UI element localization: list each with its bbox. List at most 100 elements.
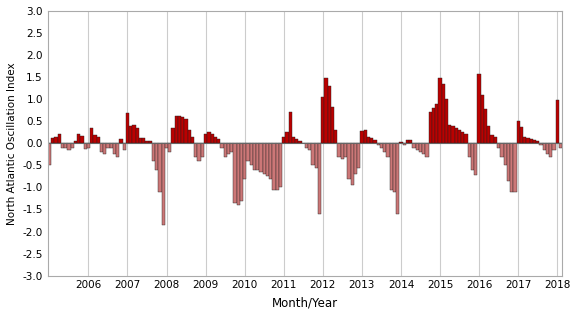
Bar <box>172 128 175 143</box>
Bar <box>201 143 204 156</box>
Bar <box>149 141 152 143</box>
Bar <box>468 143 471 156</box>
Bar <box>87 143 90 148</box>
Bar <box>445 99 448 143</box>
Bar <box>471 143 474 170</box>
Bar <box>152 143 155 161</box>
Bar <box>282 137 286 143</box>
Bar <box>373 140 376 143</box>
Bar <box>250 143 253 165</box>
Bar <box>527 138 529 143</box>
Bar <box>288 112 292 143</box>
Bar <box>435 104 438 143</box>
Bar <box>269 143 272 179</box>
Bar <box>465 135 468 143</box>
Bar <box>549 143 553 156</box>
Bar <box>97 137 100 143</box>
Bar <box>338 143 341 156</box>
Bar <box>204 134 208 143</box>
Bar <box>494 137 497 143</box>
Bar <box>74 141 77 143</box>
Bar <box>298 141 302 143</box>
Bar <box>227 143 230 154</box>
Bar <box>357 143 360 167</box>
Bar <box>409 140 412 143</box>
Bar <box>139 138 142 143</box>
Bar <box>266 143 269 176</box>
Bar <box>432 108 435 143</box>
Bar <box>142 138 146 143</box>
Bar <box>181 117 184 143</box>
Bar <box>425 143 429 156</box>
Bar <box>396 143 399 214</box>
Bar <box>308 143 312 150</box>
Bar <box>71 143 74 148</box>
Bar <box>77 135 80 143</box>
Bar <box>126 113 129 143</box>
Bar <box>129 126 132 143</box>
Bar <box>455 128 458 143</box>
Bar <box>474 143 477 175</box>
Bar <box>256 143 260 170</box>
Bar <box>175 116 178 143</box>
Bar <box>334 130 338 143</box>
Bar <box>230 143 234 152</box>
Bar <box>393 143 396 192</box>
Bar <box>188 130 191 143</box>
Bar <box>451 126 455 143</box>
Bar <box>64 143 67 148</box>
Bar <box>220 143 224 148</box>
Bar <box>146 141 149 143</box>
Bar <box>477 74 481 143</box>
Bar <box>536 141 539 143</box>
Bar <box>246 143 250 161</box>
Bar <box>364 130 367 143</box>
Bar <box>503 143 507 165</box>
Bar <box>184 119 188 143</box>
Bar <box>438 78 442 143</box>
Bar <box>240 143 243 201</box>
Bar <box>61 143 64 148</box>
Bar <box>48 143 51 165</box>
Bar <box>90 128 93 143</box>
Bar <box>380 143 383 148</box>
Bar <box>276 143 279 191</box>
Bar <box>51 138 54 143</box>
Bar <box>253 143 256 170</box>
Bar <box>67 143 71 150</box>
X-axis label: Month/Year: Month/Year <box>272 296 338 309</box>
Bar <box>208 132 210 143</box>
Bar <box>314 143 318 167</box>
Bar <box>165 143 168 148</box>
Bar <box>539 143 543 145</box>
Bar <box>370 138 373 143</box>
Bar <box>403 143 406 145</box>
Bar <box>54 137 57 143</box>
Bar <box>533 140 536 143</box>
Bar <box>224 143 227 156</box>
Bar <box>116 143 120 156</box>
Bar <box>136 128 139 143</box>
Bar <box>386 143 390 156</box>
Bar <box>198 143 201 161</box>
Bar <box>390 143 393 190</box>
Bar <box>214 137 217 143</box>
Bar <box>406 140 409 143</box>
Bar <box>168 143 172 152</box>
Bar <box>416 143 419 150</box>
Bar <box>217 139 220 143</box>
Bar <box>419 143 422 152</box>
Bar <box>234 143 236 203</box>
Bar <box>331 107 334 143</box>
Bar <box>559 143 562 148</box>
Bar <box>491 135 494 143</box>
Bar <box>292 137 295 143</box>
Bar <box>546 143 549 154</box>
Bar <box>523 137 527 143</box>
Bar <box>341 143 344 159</box>
Bar <box>178 116 181 143</box>
Bar <box>110 143 113 148</box>
Bar <box>344 143 347 156</box>
Bar <box>487 126 491 143</box>
Bar <box>194 143 198 156</box>
